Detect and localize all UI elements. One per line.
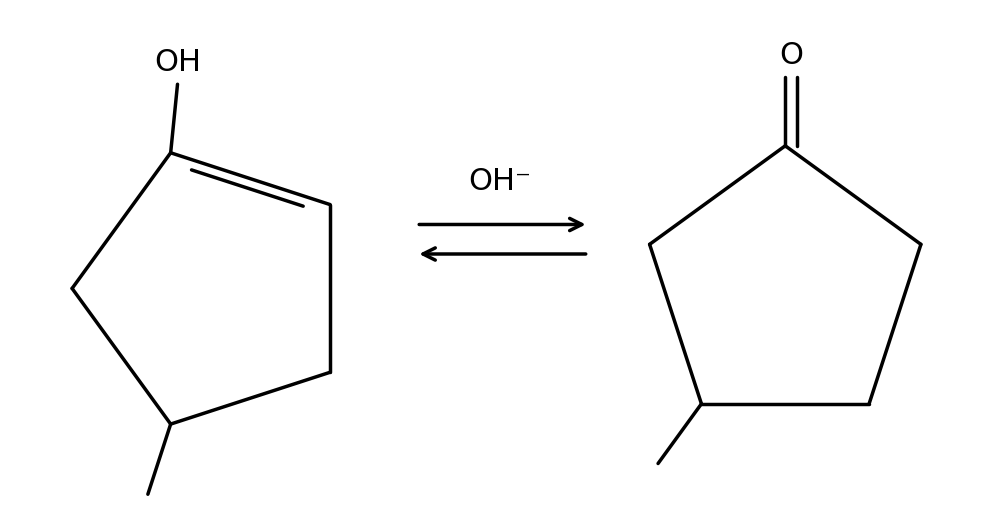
Text: OH: OH bbox=[154, 48, 201, 77]
Text: O: O bbox=[779, 41, 803, 70]
Text: OH⁻: OH⁻ bbox=[468, 166, 532, 195]
